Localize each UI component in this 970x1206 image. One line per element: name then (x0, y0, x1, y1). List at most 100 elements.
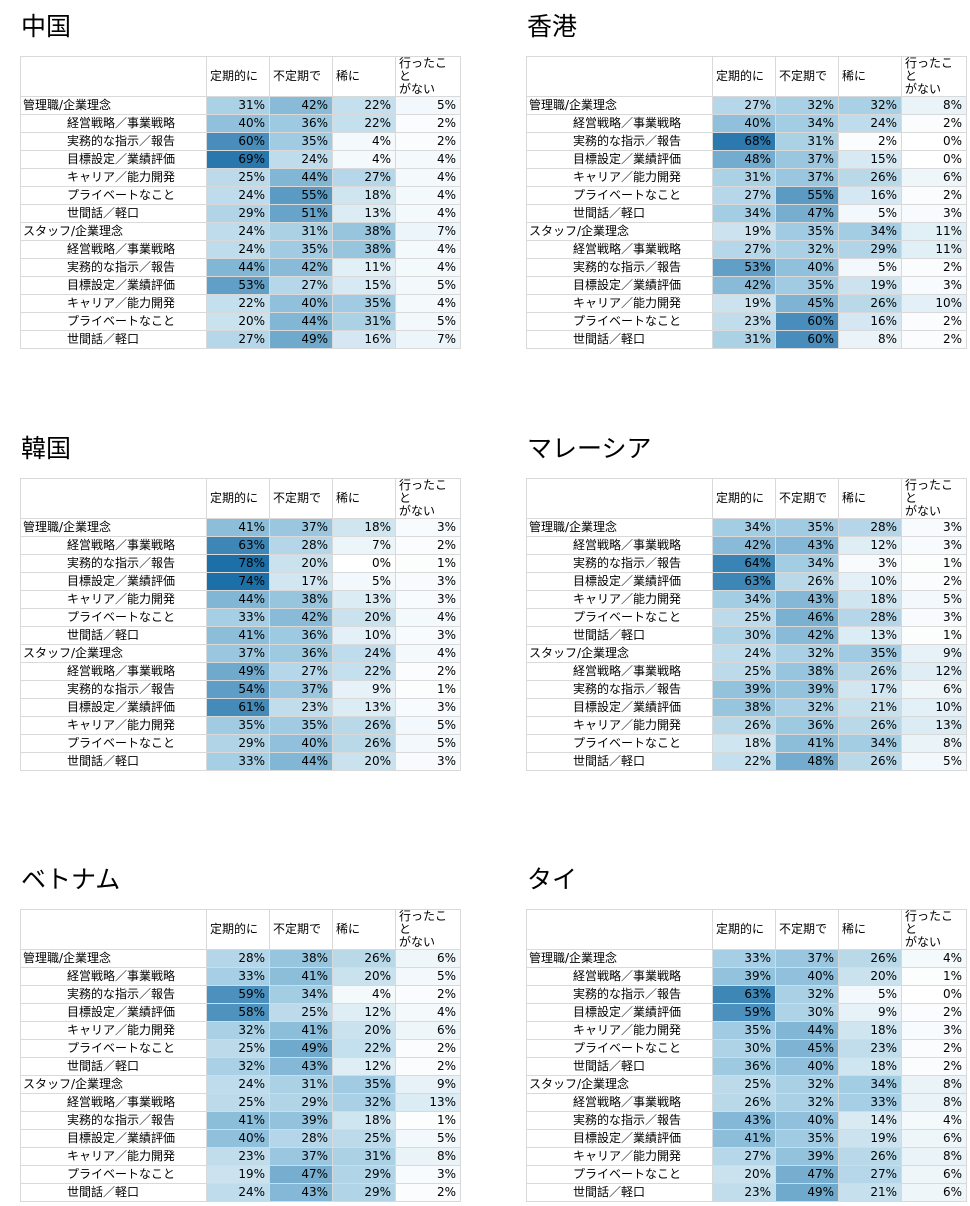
table-row: プライベートなこと 20% 47% 27% 6% (526, 1165, 967, 1184)
heatmap-cell: 34% (838, 1075, 902, 1094)
heatmap-cell: 3% (901, 1021, 967, 1040)
heatmap-cell: 42% (712, 536, 776, 555)
heatmap-cell: 26% (332, 949, 396, 968)
heatmap-cell: 7% (395, 330, 461, 349)
heatmap-cell: 8% (901, 734, 967, 753)
table-row: 目標設定／業績評価 40% 28% 25% 5% (20, 1129, 461, 1148)
heatmap-cell: 43% (775, 590, 839, 609)
table-row: キャリア／能力開発 44% 38% 13% 3% (20, 590, 461, 609)
heatmap-cell: 18% (332, 186, 396, 205)
heatmap-cell: 32% (775, 240, 839, 259)
row-label: 経営戦略／事業戦略 (20, 967, 207, 986)
row-label: 目標設定／業績評価 (20, 1129, 207, 1148)
table-row: プライベートなこと 19% 47% 29% 3% (20, 1165, 461, 1184)
row-label: プライベートなこと (526, 1165, 713, 1184)
heatmap-cell: 38% (775, 662, 839, 681)
column-header: 不定期で (775, 478, 839, 519)
table-row: キャリア／能力開発 23% 37% 31% 8% (20, 1147, 461, 1166)
heatmap-cell: 3% (395, 698, 461, 717)
heatmap-cell: 2% (395, 985, 461, 1004)
table-row: 目標設定／業績評価 53% 27% 15% 5% (20, 276, 461, 295)
heatmap-cell: 16% (332, 330, 396, 349)
table-row: 実務的な指示／報告 68% 31% 2% 0% (526, 132, 967, 151)
table-row: 実務的な指示／報告 64% 34% 3% 1% (526, 554, 967, 573)
heatmap-cell: 20% (206, 312, 270, 331)
table-row: 実務的な指示／報告 44% 42% 11% 4% (20, 258, 461, 277)
row-label: 経営戦略／事業戦略 (526, 1093, 713, 1112)
heatmap-cell: 23% (712, 312, 776, 331)
table-row: 目標設定／業績評価 74% 17% 5% 3% (20, 572, 461, 591)
heatmap-cell: 4% (395, 608, 461, 627)
row-label: 実務的な指示／報告 (526, 1111, 713, 1130)
heatmap-cell: 28% (269, 1129, 333, 1148)
heatmap-cell: 34% (712, 590, 776, 609)
heatmap-cell: 63% (712, 985, 776, 1004)
heatmap-cell: 3% (395, 626, 461, 645)
heatmap-cell: 51% (269, 204, 333, 223)
heatmap-cell: 55% (269, 186, 333, 205)
heatmap-cell: 3% (395, 590, 461, 609)
heatmap-cell: 27% (712, 1147, 776, 1166)
heatmap-cell: 32% (332, 1093, 396, 1112)
table-row: キャリア／能力開発 22% 40% 35% 4% (20, 294, 461, 313)
group-label: 管理職/企業理念 (20, 518, 207, 537)
heatmap-cell: 32% (775, 96, 839, 115)
heatmap-cell: 40% (269, 294, 333, 313)
group-label: 管理職/企業理念 (526, 518, 713, 537)
heatmap-cell: 26% (838, 662, 902, 681)
row-label: 世間話／軽口 (526, 1057, 713, 1076)
heatmap-cell: 22% (332, 96, 396, 115)
heatmap-cell: 42% (712, 276, 776, 295)
heatmap-cell: 39% (775, 1147, 839, 1166)
row-label: 実務的な指示／報告 (20, 1111, 207, 1130)
heatmap-cell: 11% (332, 258, 396, 277)
heatmap-cell: 4% (901, 1111, 967, 1130)
heatmap-cell: 25% (712, 662, 776, 681)
heatmap-cell: 26% (838, 294, 902, 313)
heatmap-cell: 60% (775, 330, 839, 349)
row-label: 経営戦略／事業戦略 (526, 536, 713, 555)
heatmap-cell: 4% (395, 186, 461, 205)
heatmap-cell: 10% (901, 294, 967, 313)
table-row: 経営戦略／事業戦略 25% 29% 32% 13% (20, 1093, 461, 1112)
header-corner (20, 56, 207, 97)
heatmap-cell: 26% (712, 716, 776, 735)
heatmap-cell: 11% (901, 240, 967, 259)
heatmap-cell: 2% (901, 312, 967, 331)
heatmap-cell: 43% (269, 1057, 333, 1076)
group-label: スタッフ/企業理念 (20, 644, 207, 663)
heatmap-cell: 4% (395, 1003, 461, 1022)
heatmap-cell: 18% (712, 734, 776, 753)
table-row: 目標設定／業績評価 61% 23% 13% 3% (20, 698, 461, 717)
row-label: 経営戦略／事業戦略 (20, 1093, 207, 1112)
group-label: スタッフ/企業理念 (526, 1075, 713, 1094)
heatmap-cell: 41% (269, 1021, 333, 1040)
heatmap-cell: 1% (395, 1111, 461, 1130)
heatmap-cell: 0% (332, 554, 396, 573)
heatmap-cell: 26% (838, 716, 902, 735)
column-header: 行ったこと がない (395, 478, 461, 519)
table-row: キャリア／能力開発 31% 37% 26% 6% (526, 168, 967, 187)
heatmap-cell: 30% (712, 626, 776, 645)
heatmap-cell: 18% (332, 1111, 396, 1130)
column-header: 稀に (838, 909, 902, 950)
row-label: 世間話／軽口 (20, 330, 207, 349)
heatmap-cell: 42% (269, 608, 333, 627)
heatmap-cell: 54% (206, 680, 270, 699)
heatmap-cell: 34% (775, 554, 839, 573)
heatmap-cell: 3% (901, 536, 967, 555)
heatmap-cell: 8% (901, 96, 967, 115)
row-label: 目標設定／業績評価 (526, 1003, 713, 1022)
table-row: キャリア／能力開発 35% 35% 26% 5% (20, 716, 461, 735)
heatmap-cell: 5% (838, 258, 902, 277)
heatmap-cell: 1% (395, 680, 461, 699)
heatmap-cell: 26% (838, 168, 902, 187)
header-corner (20, 478, 207, 519)
heatmap-cell: 2% (901, 186, 967, 205)
table-row: スタッフ/企業理念 19% 35% 34% 11% (526, 222, 967, 241)
heatmap-cell: 29% (332, 1165, 396, 1184)
heatmap-cell: 2% (901, 1003, 967, 1022)
heatmap-cell: 23% (838, 1039, 902, 1058)
row-label: 世間話／軽口 (526, 330, 713, 349)
table-row: 経営戦略／事業戦略 49% 27% 22% 2% (20, 662, 461, 681)
